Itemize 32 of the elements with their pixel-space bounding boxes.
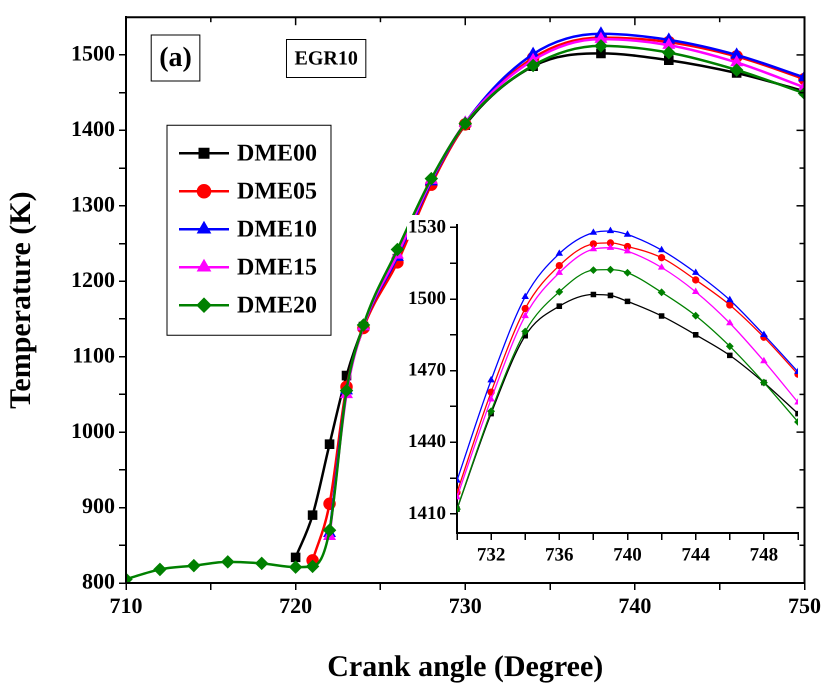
y-tick-label: 1200 (71, 266, 115, 292)
legend-label: DME05 (237, 178, 317, 204)
x-tick-label: 730 (448, 592, 482, 618)
x-tick-label: 744 (681, 544, 710, 566)
x-tick-label: 732 (476, 544, 506, 566)
x-tick-label: 736 (545, 544, 574, 566)
y-tick-label: 800 (82, 568, 115, 594)
annotation: (a) (159, 42, 192, 74)
y-tick-label: 1300 (71, 191, 115, 216)
y-tick-label: 1500 (408, 288, 446, 309)
legend-label: DME00 (237, 140, 317, 166)
y-tick-label: 1100 (72, 342, 115, 368)
x-tick-label: 740 (618, 592, 652, 618)
y-tick-label: 1470 (408, 360, 446, 381)
y-tick-label: 1530 (408, 216, 446, 238)
x-tick-label: 750 (788, 592, 821, 618)
x-tick-label: 710 (110, 592, 142, 618)
y-tick-label: 1440 (408, 431, 446, 452)
x-tick-label: 740 (613, 544, 642, 566)
y-tick-label: 1400 (71, 116, 115, 142)
y-tick-label: 1000 (71, 418, 115, 443)
x-tick-label: 748 (750, 544, 778, 566)
legend-label: DME20 (237, 292, 317, 318)
annotation: EGR10 (294, 48, 358, 70)
x-axis-title: Crank angle (Degree) (327, 650, 604, 683)
y-axis-title: Temperature (K) (4, 191, 37, 409)
legend-label: DME10 (237, 216, 317, 242)
y-tick-label: 900 (82, 493, 115, 518)
x-tick-label: 720 (279, 592, 312, 618)
y-tick-label: 1410 (408, 502, 446, 524)
legend-label: DME15 (237, 254, 317, 280)
y-tick-label: 1500 (71, 40, 115, 66)
